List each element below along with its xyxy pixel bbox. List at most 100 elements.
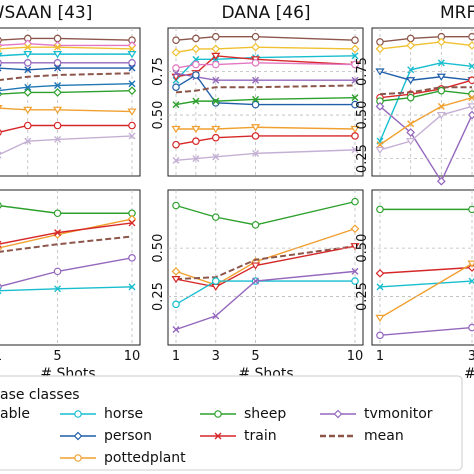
legend-entry-tvmonitor: tvmonitor (320, 406, 433, 422)
panel-2-top-series-1-point-2 (436, 37, 446, 47)
panel-2-xtick-1: 3 (468, 349, 474, 364)
panel-1-top-series-5-point-4 (351, 76, 359, 84)
panel-2-top-series-0 (379, 36, 472, 43)
panel-1-top-series-1-point-3 (251, 42, 260, 52)
panel-0-top-series-11 (0, 135, 133, 155)
panel-2-top-series-1 (379, 41, 473, 50)
panel-2-top-series-0-point-1 (406, 34, 415, 43)
panel-1-bottom-series-5-point-0 (172, 326, 180, 333)
legend-marker-sheep (214, 410, 222, 418)
panel-2: 0.25 0.50 0.75 0.25 0.50 1 3 (355, 27, 474, 364)
panel-0-top-series-5-point-2 (54, 64, 62, 72)
panel-1-top-series-10-point-0 (172, 140, 180, 149)
panel-0-bottom-series-4-point-2 (128, 254, 136, 262)
panel-2-top-ytick-2: 0.75 (355, 57, 370, 86)
panel-0-top-series-4-point-2 (53, 59, 62, 67)
legend: ase classes able horse person pottedplant sh… (0, 375, 463, 471)
panel-0-top-series-9-point-0 (0, 104, 3, 110)
panel-0-top-series-10-point-0 (0, 129, 2, 136)
panel-1-top-series-0-point-0 (172, 36, 180, 44)
panel-0-top-series-9 (0, 107, 133, 113)
panel-1-top-series-11-point-2 (212, 153, 220, 161)
legend-label-pottedplant: pottedplant (104, 450, 186, 466)
legend-label-mean: mean (364, 428, 404, 444)
panel-0-top-series-5-point-3 (128, 64, 136, 72)
panel-0-bottom-series-0-point-1 (53, 209, 62, 218)
panel-2-top-series-2 (379, 62, 473, 142)
panel-0-top-series-3-point-0 (0, 52, 3, 57)
panel-2-top-series-7-point-1 (406, 128, 416, 137)
panel-1-bottom-ytick-1: 0.50 (151, 234, 166, 263)
panel-2-top-series-6-point-1 (406, 93, 415, 102)
legend-label-tvmonitor: tvmonitor (364, 406, 433, 422)
panel-0-top-series-8-point-3 (128, 80, 136, 88)
panel-0-top-series-11-point-1 (24, 137, 32, 145)
panel-1-xtick-1: 3 (212, 349, 220, 364)
panel-2-bottom-series-4-point-0 (376, 331, 384, 340)
panel-2-top-series-5 (379, 86, 472, 96)
legend-marker-person (73, 431, 83, 441)
legend-label-sheep: sheep (244, 406, 286, 422)
panel-2-bottom-ytick-0: 0.25 (355, 282, 370, 311)
panel-0-top-series-6 (0, 72, 133, 82)
panel-1-bottom-series-0-point-2 (251, 221, 260, 229)
panel-1-top-ytick-1: 0.75 (151, 57, 166, 86)
panel-1-bottom-series-5-point-3 (351, 267, 359, 275)
panel-1-top-series-8-point-2 (212, 97, 220, 105)
legend-marker-tvmonitor (333, 409, 343, 419)
panel-title-dana: DANA [46] (221, 3, 310, 23)
panel-1-top-series-9-point-2 (211, 125, 221, 134)
panel-0-top-series-2-point-2 (54, 43, 62, 51)
panel-1-top-series-1-point-1 (191, 44, 201, 54)
panel-2-top-series-7-point-0 (375, 102, 385, 111)
legend-entry-mean: mean (320, 428, 404, 444)
panel-0: 1510 (0, 27, 141, 364)
panel-1-top-series-9-point-3 (250, 124, 261, 132)
panel-1-top-series-4-point-4 (351, 60, 359, 69)
panel-2-bottom-frame (371, 189, 474, 346)
panel-1-top-series-11-point-1 (192, 155, 200, 163)
panel-1-top-series-1-point-0 (171, 48, 181, 57)
panel-0-top-series-0-point-0 (0, 36, 2, 44)
panel-1-bottom-frame (167, 189, 364, 346)
panel-2-bottom-series-2-point-1 (468, 277, 474, 285)
legend-marker-pottedplant (74, 454, 82, 462)
panel-1-bottom-series-4 (175, 280, 355, 305)
panel-1-top-series-6-point-1 (192, 71, 200, 79)
panel-1-top-series-0-point-2 (211, 32, 220, 41)
panel-1-bottom-series-3 (175, 245, 356, 288)
panel-1-bottom-series-2 (175, 245, 356, 281)
panel-2-top-series-7-point-3 (467, 110, 474, 120)
panel-2-top-series-8-point-1 (407, 120, 415, 128)
panel-1-top-series-8-point-1 (192, 97, 200, 105)
panel-2-bottom-series-0-point-0 (376, 205, 384, 214)
panel-0-top-series-1 (0, 42, 132, 47)
panel-2-top-series-3 (379, 70, 473, 81)
panel-1-top-series-0-point-4 (351, 36, 359, 44)
panel-1-top-series-5-point-3 (252, 76, 260, 84)
panel-1-bottom-series-3-point-2 (250, 262, 261, 270)
panel-2-top-series-6-point-2 (437, 86, 446, 95)
legend-label-person: person (104, 428, 152, 444)
panel-2-top-series-7 (379, 105, 473, 183)
legend-marker-horse (74, 410, 82, 418)
panel-1-top-series-1-point-4 (350, 44, 360, 54)
panel-1-top-series-1-point-2 (211, 44, 221, 54)
panel-1-bottom-series-0-point-3 (351, 197, 359, 206)
panel-1-top-series-0-point-1 (192, 34, 200, 43)
panel-0-top-series-10-point-1 (23, 121, 32, 130)
panel-0-top-series-9-point-3 (127, 108, 137, 116)
panel-0-bottom-series-2-point-1 (54, 229, 62, 237)
panel-2-top-series-9 (379, 105, 473, 151)
panel-1-bottom-series-4-point-3 (351, 277, 359, 285)
panel-2-bottom-series-2 (379, 280, 473, 288)
legend-label-horse: horse (104, 406, 143, 422)
panel-0-top-series-10-point-3 (128, 121, 136, 130)
panel-1-top-ytick-0: 0.50 (151, 101, 166, 130)
panel-1-top-series-5-point-2 (212, 76, 220, 84)
panel-1-bottom-series-5-point-2 (252, 277, 260, 285)
panel-2-top-series-8-point-2 (437, 102, 445, 110)
panel-1-top-series-9-point-1 (191, 125, 201, 134)
panel-1-bottom-series-3-point-3 (350, 243, 360, 251)
panel-0-bottom-series-3 (0, 235, 133, 253)
